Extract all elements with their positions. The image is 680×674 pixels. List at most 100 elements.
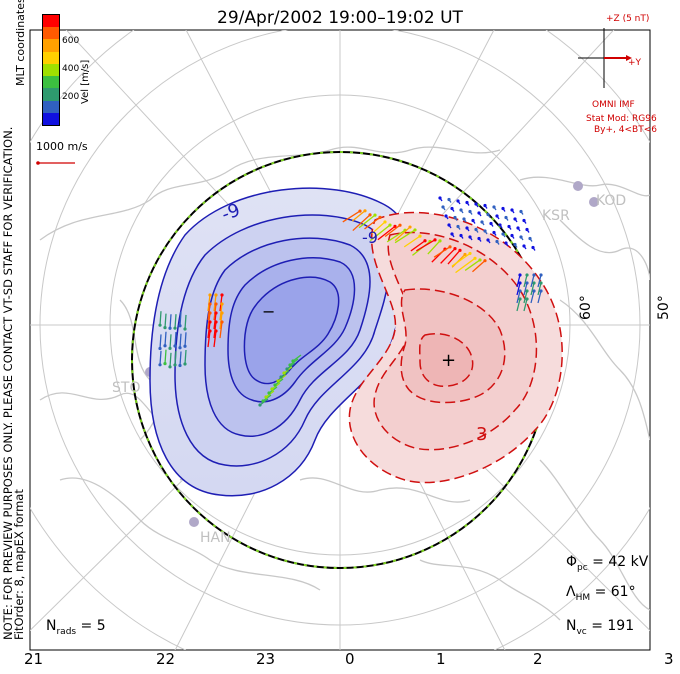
velocity-vector: [416, 239, 436, 252]
velocity-vector-origin: [173, 344, 177, 348]
scale-vector-origin: [36, 161, 40, 165]
velocity-vector-origin: [492, 205, 496, 209]
colorbar-segment: [43, 15, 59, 28]
velocity-vector-origin: [463, 252, 467, 257]
velocity-vector-origin: [282, 371, 286, 375]
imf-z-label: +Z (5 nT): [606, 14, 650, 24]
velocity-vector-origin: [208, 329, 212, 333]
velocity-vector-origin: [465, 200, 469, 205]
velocity-vector-origin: [373, 213, 377, 217]
velocity-vector: [169, 314, 172, 329]
velocity-vector-origin: [178, 363, 182, 368]
velocity-vector-origin: [418, 234, 422, 238]
hm-latitude: ΛHM = 61°: [566, 584, 636, 603]
velocity-vector: [159, 334, 162, 349]
velocity-vector-origin: [447, 197, 451, 202]
velocity-vector-origin: [173, 326, 177, 330]
velocity-vector-origin: [158, 346, 162, 351]
velocity-vector: [523, 274, 528, 288]
velocity-vector-origin: [504, 215, 508, 220]
velocity-vector-origin: [388, 223, 392, 227]
velocity-vector-origin: [168, 326, 172, 330]
velocity-vector-origin: [492, 230, 496, 235]
velocity-vector-origin: [438, 196, 442, 200]
velocity-vector-origin: [478, 258, 482, 262]
velocity-vector-origin: [471, 218, 475, 223]
velocity-vector-origin: [433, 238, 437, 242]
velocity-vector: [410, 240, 426, 252]
velocity-vector-origin: [522, 244, 526, 248]
velocity-vector-origin: [183, 344, 187, 348]
mlt-label-22: 22: [156, 650, 176, 668]
velocity-vector-origin: [474, 227, 478, 232]
velocity-vector-origin: [408, 225, 412, 229]
imf-clock: [578, 28, 632, 88]
fit-order-note: FitOrder: 8, mapEX format: [12, 489, 26, 640]
velocity-vector-origin: [178, 324, 182, 328]
velocity-vector-origin: [398, 223, 402, 227]
velocity-vector-origin: [459, 208, 463, 212]
velocity-vector: [433, 246, 451, 258]
velocity-vector: [164, 331, 167, 346]
velocity-vector-origin: [531, 245, 535, 250]
imf-source: OMNI IMF: [592, 100, 635, 110]
velocity-vector-origin: [483, 259, 487, 263]
velocity-vector-origin: [258, 403, 262, 407]
velocity-vector-origin: [208, 302, 212, 306]
velocity-vector-origin: [208, 311, 212, 315]
velocity-vector-origin: [447, 223, 451, 227]
velocity-vector-origin: [525, 297, 529, 301]
velocity-vector: [394, 229, 416, 244]
velocity-vector-origin: [158, 363, 162, 367]
velocity-vector-origin: [158, 323, 162, 327]
velocity-vector-origin: [448, 245, 452, 249]
velocity-vector-origin: [453, 215, 457, 220]
velocity-vector: [342, 210, 361, 223]
velocity-vector-origin: [462, 217, 466, 221]
velocity-vector-origin: [528, 236, 532, 241]
velocity-vector: [164, 349, 167, 364]
velocity-vector: [403, 235, 421, 248]
velocity-vector-origin: [525, 273, 529, 277]
velocity-vector-origin: [220, 293, 224, 297]
velocity-vector-origin: [518, 297, 522, 301]
velocity-vector-origin: [285, 367, 289, 371]
velocity-vector: [364, 216, 381, 230]
velocity-vector-origin: [178, 346, 182, 350]
velocity-vector-origin: [539, 289, 543, 293]
velocity-vector: [159, 311, 162, 326]
velocity-vector-origin: [519, 209, 523, 214]
velocity-vector: [530, 282, 535, 296]
velocity-vector-origin: [477, 211, 481, 215]
colorbar-segment: [43, 63, 59, 77]
velocity-vector: [464, 259, 481, 271]
imf-condition: By+, 4<BT<6: [594, 125, 657, 135]
velocity-vector-origin: [220, 302, 224, 306]
velocity-vector-origin: [456, 224, 460, 229]
velocity-vector: [174, 350, 177, 365]
potential-maximum: +: [441, 350, 457, 371]
velocity-vector-origin: [279, 375, 283, 379]
velocity-vector-origin: [358, 209, 362, 213]
velocity-vector-origin: [483, 229, 487, 233]
velocity-vector-origin: [510, 208, 514, 212]
velocity-vector-origin: [163, 344, 167, 348]
velocity-vector-origin: [458, 248, 462, 252]
velocity-vector: [369, 224, 391, 242]
velocity-vector-origin: [518, 289, 522, 293]
velocity-vector-origin: [498, 223, 502, 227]
velocity-vector-origin: [413, 228, 417, 232]
mlt-label-21: 21: [24, 650, 44, 668]
velocity-vector-origin: [539, 273, 543, 277]
velocity-vector-origin: [368, 213, 372, 217]
velocity-vector-origin: [518, 273, 522, 277]
velocity-vector: [358, 214, 376, 229]
velocity-vector-origin: [507, 224, 511, 229]
imf-model: Stat Mod: RG96: [586, 114, 657, 124]
velocity-vector-origin: [501, 206, 505, 211]
velocity-vector: [516, 274, 521, 288]
mlt-label-0: 0: [345, 650, 355, 668]
velocity-vector: [516, 298, 521, 312]
velocity-vector-origin: [173, 363, 177, 367]
velocity-vector: [179, 311, 182, 326]
